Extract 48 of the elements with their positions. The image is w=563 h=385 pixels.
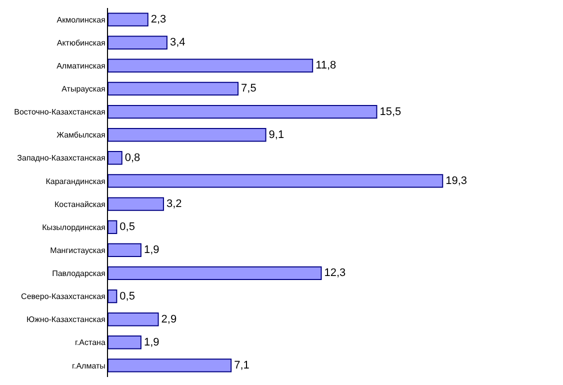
bar bbox=[108, 336, 142, 350]
data-label: 19,3 bbox=[446, 174, 468, 187]
data-label: 0,8 bbox=[124, 152, 140, 164]
data-label: 15,5 bbox=[380, 106, 402, 118]
y-tick-label: Актюбинская bbox=[56, 38, 106, 48]
bar bbox=[108, 12, 148, 26]
bar bbox=[108, 58, 314, 72]
data-label: 9,1 bbox=[268, 128, 284, 141]
data-label: 1,9 bbox=[144, 244, 160, 256]
y-tick-label: г.Алматы bbox=[72, 361, 106, 370]
bar bbox=[108, 36, 168, 50]
bar bbox=[108, 128, 266, 142]
data-label: 3,4 bbox=[170, 36, 186, 49]
bar bbox=[108, 266, 322, 280]
data-label: 7,1 bbox=[234, 359, 250, 372]
bar bbox=[108, 243, 142, 257]
bar bbox=[108, 289, 118, 304]
bar bbox=[108, 197, 164, 211]
data-label: 7,5 bbox=[241, 82, 256, 95]
bar bbox=[108, 312, 159, 326]
data-label: 2,3 bbox=[150, 14, 166, 26]
data-label: 0,5 bbox=[120, 221, 135, 234]
bar bbox=[108, 174, 444, 188]
y-tick-label: Костанайская bbox=[54, 200, 106, 209]
data-label: 2,9 bbox=[161, 313, 177, 326]
data-label: 3,2 bbox=[166, 198, 182, 210]
y-tick-label: Южно-Казахстанская bbox=[26, 315, 106, 324]
bar bbox=[108, 220, 118, 234]
y-tick-label: Кызылординская bbox=[42, 222, 106, 232]
y-tick-label: Восточно-Казахстанская bbox=[14, 108, 106, 117]
y-tick-label: Карагандинская bbox=[46, 176, 106, 186]
y-tick-label: Акмолинская bbox=[56, 15, 106, 24]
data-label: 12,3 bbox=[324, 267, 346, 280]
y-tick-label: г.Астана bbox=[75, 338, 106, 348]
bar bbox=[108, 358, 232, 372]
bar bbox=[108, 104, 378, 119]
data-label: 1,9 bbox=[144, 336, 160, 348]
y-tick-label: Алматинская bbox=[56, 61, 106, 70]
y-tick-label: Павлодарская bbox=[52, 269, 106, 278]
data-label: 0,5 bbox=[120, 290, 135, 302]
bar bbox=[108, 151, 122, 165]
y-tick-label: Мангистауская bbox=[50, 246, 106, 255]
y-tick-label: Атырауская bbox=[62, 84, 106, 94]
bar bbox=[108, 82, 239, 96]
data-label: 11,8 bbox=[316, 60, 336, 72]
y-tick-label: Западно-Казахстанская bbox=[17, 154, 106, 163]
y-tick-label: Жамбылская bbox=[56, 130, 106, 140]
y-tick-label: Северо-Казахстанская bbox=[21, 292, 106, 302]
